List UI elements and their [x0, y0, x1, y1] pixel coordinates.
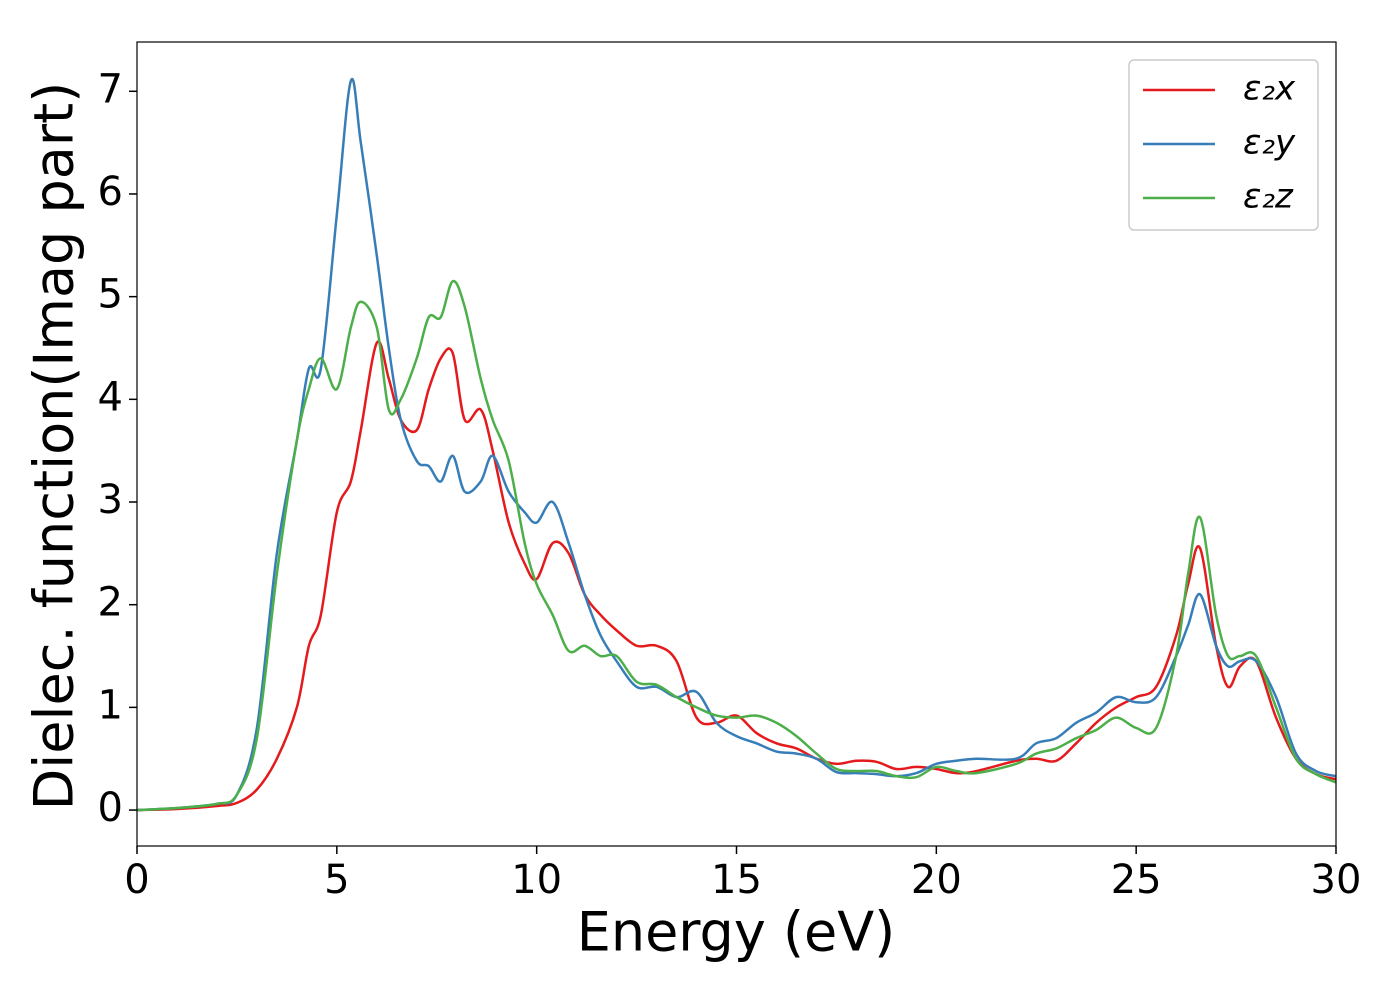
data-line: [137, 340, 1336, 812]
y-tick-label: 6: [98, 169, 123, 215]
x-tick-label: 0: [124, 857, 149, 903]
x-tick-label: 30: [1311, 857, 1362, 903]
y-tick-label: 4: [98, 374, 123, 420]
legend-label: ε₂z: [1243, 177, 1294, 217]
x-tick-label: 10: [511, 857, 562, 903]
legend-label: ε₂x: [1243, 69, 1296, 109]
y-tick-label: 7: [98, 66, 123, 112]
x-axis-label: Energy (eV): [577, 901, 896, 964]
x-tick-label: 5: [324, 857, 349, 903]
data-line: [137, 77, 1336, 812]
y-axis-label: Dielec. function(Imag part): [23, 82, 86, 811]
y-tick-label: 0: [98, 785, 123, 831]
legend-label: ε₂y: [1243, 123, 1296, 163]
y-tick-label: 1: [98, 682, 123, 728]
x-tick-label: 15: [711, 857, 762, 903]
plot-frame: [136, 41, 1337, 847]
x-tick-label: 20: [911, 857, 962, 903]
x-tick-label: 25: [1111, 857, 1162, 903]
data-line: [137, 279, 1336, 812]
y-tick-label: 3: [98, 477, 123, 523]
y-tick-label: 5: [98, 272, 123, 318]
legend-box: [1128, 59, 1319, 231]
y-tick-label: 2: [98, 580, 123, 626]
